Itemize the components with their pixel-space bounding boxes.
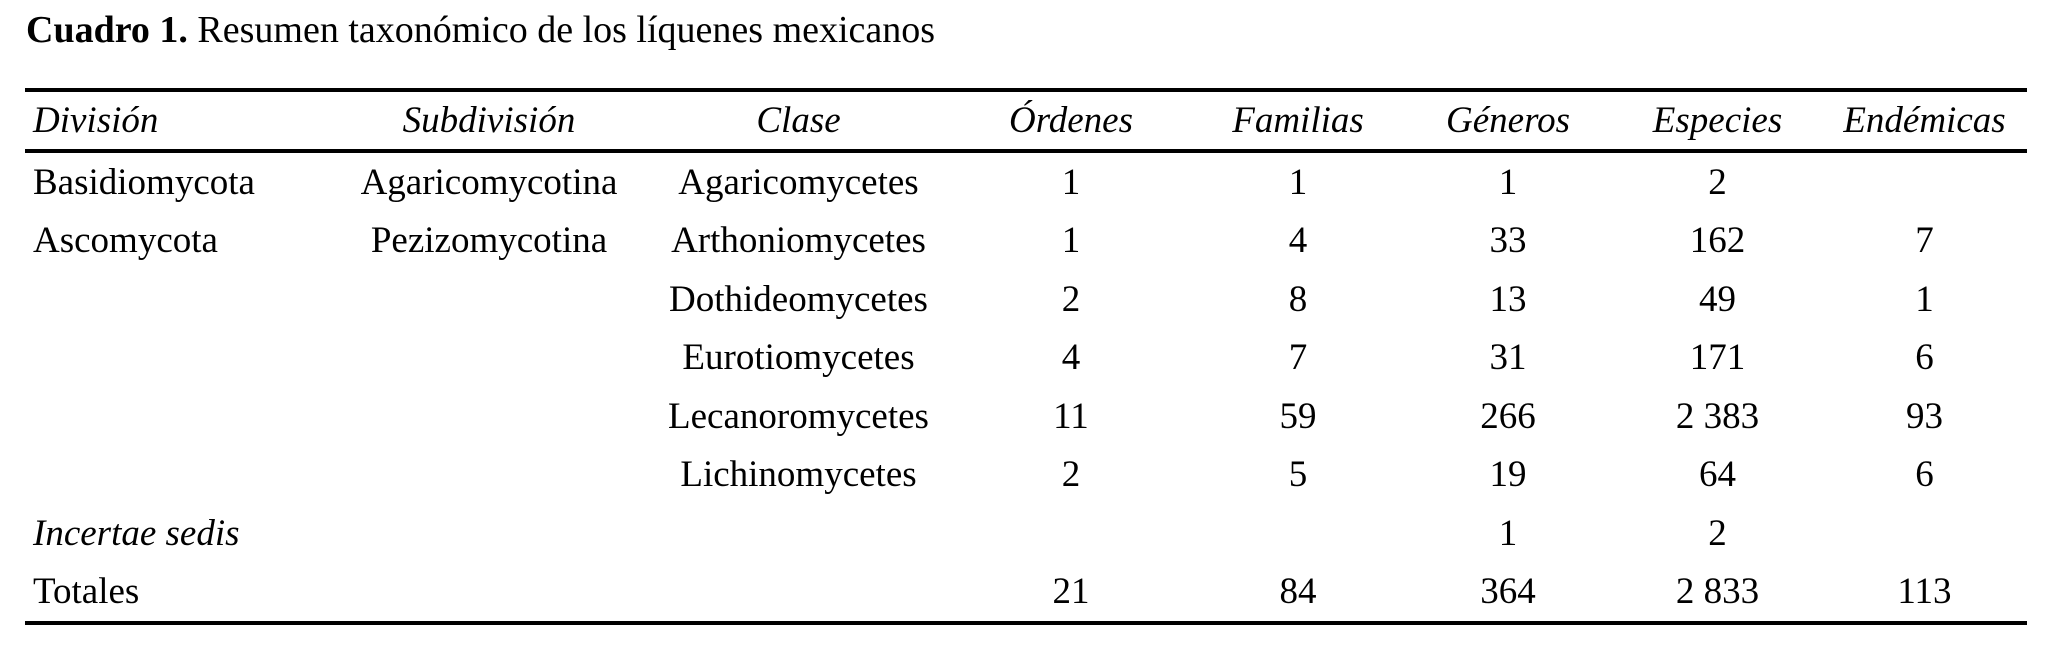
cell-division: Totales [33, 571, 140, 613]
cell-clase: Dothideomycetes [669, 278, 928, 320]
cell-generos: 1 [1498, 512, 1518, 554]
column-header-division: División [33, 100, 159, 141]
cell-familias: 1 [1288, 161, 1308, 203]
table-row: Eurotiomycetes 4 7 31 171 6 [25, 329, 2027, 388]
cell-especies: 162 [1689, 220, 1746, 262]
cell-subdivision [330, 504, 648, 563]
cell-endemicas: 93 [1906, 395, 1943, 437]
cell-especies: 2 [1708, 512, 1727, 554]
table-row: Basidiomycota Agaricomycotina Agaricomyc… [25, 151, 2027, 212]
cell-division: Incertae sedis [33, 512, 240, 554]
cell-clase [648, 563, 949, 624]
cell-division [25, 446, 330, 505]
cell-generos: 1 [1498, 161, 1518, 203]
cell-subdivision [330, 329, 648, 388]
table-row: Dothideomycetes 2 8 13 49 1 [25, 270, 2027, 329]
cell-clase: Arthoniomycetes [671, 220, 926, 262]
cell-endemicas: 7 [1915, 220, 1934, 262]
cell-division: Basidiomycota [33, 161, 255, 203]
column-header-subdivision: Subdivisión [402, 100, 576, 141]
cell-especies: 2 383 [1675, 395, 1760, 437]
column-header-especies: Especies [1652, 100, 1783, 141]
cell-ordenes: 4 [1061, 337, 1081, 379]
column-header-familias: Familias [1232, 100, 1364, 141]
table-caption: Cuadro 1. Resumen taxonómico de los líqu… [26, 8, 935, 54]
cell-ordenes [949, 504, 1193, 563]
cell-familias: 7 [1288, 337, 1308, 379]
table-row: Incertae sedis 1 2 [25, 504, 2027, 563]
cell-endemicas [1822, 504, 2027, 563]
column-header-generos: Géneros [1446, 100, 1570, 141]
cell-subdivision [330, 270, 648, 329]
cell-generos: 364 [1480, 571, 1536, 613]
cell-clase: Lichinomycetes [680, 454, 917, 496]
cell-subdivision: Pezizomycotina [370, 220, 608, 262]
header-row: División Subdivisión Clase Órdenes Famil… [25, 90, 2027, 151]
cell-generos: 19 [1489, 454, 1527, 496]
cell-generos: 13 [1489, 278, 1527, 320]
table-header: División Subdivisión Clase Órdenes Famil… [25, 90, 2027, 151]
cell-generos: 33 [1489, 220, 1527, 262]
cell-generos: 266 [1480, 395, 1536, 437]
caption-label: Cuadro 1. [26, 9, 188, 51]
cell-division: Ascomycota [33, 220, 218, 262]
cell-endemicas: 113 [1897, 571, 1952, 613]
cell-ordenes: 1 [1061, 220, 1081, 262]
cell-clase: Eurotiomycetes [682, 337, 915, 379]
cell-familias: 84 [1279, 571, 1317, 613]
table-body: Basidiomycota Agaricomycotina Agaricomyc… [25, 151, 2027, 623]
table-row: Lichinomycetes 2 5 19 64 6 [25, 446, 2027, 505]
cell-generos: 31 [1489, 337, 1527, 379]
cell-clase: Agaricomycetes [678, 161, 919, 203]
cell-division [25, 270, 330, 329]
table-row-totals: Totales 21 84 364 2 833 113 [25, 563, 2027, 624]
cell-clase: Lecanoromycetes [668, 395, 929, 437]
cell-subdivision [330, 387, 648, 446]
cell-familias: 4 [1288, 220, 1308, 262]
cell-familias: 5 [1288, 454, 1308, 496]
cell-endemicas: 6 [1915, 454, 1934, 496]
cell-familias: 59 [1279, 395, 1317, 437]
table-row: Ascomycota Pezizomycotina Arthoniomycete… [25, 212, 2027, 271]
cell-especies: 64 [1699, 454, 1736, 496]
cell-familias: 8 [1288, 278, 1308, 320]
column-header-ordenes: Órdenes [1009, 100, 1133, 141]
cell-especies: 2 833 [1675, 571, 1760, 613]
cell-division [25, 329, 330, 388]
cell-endemicas [1822, 151, 2027, 212]
cell-especies: 49 [1699, 278, 1736, 320]
cell-ordenes: 2 [1061, 278, 1081, 320]
cell-ordenes: 1 [1061, 161, 1081, 203]
caption-text: Resumen taxonómico de los líquenes mexic… [187, 9, 936, 51]
cell-subdivision [330, 563, 648, 624]
column-header-endemicas: Endémicas [1843, 100, 2006, 141]
cell-familias [1193, 504, 1403, 563]
cell-subdivision: Agaricomycotina [360, 161, 618, 203]
cell-division [25, 387, 330, 446]
cell-endemicas: 1 [1915, 278, 1934, 320]
cell-ordenes: 2 [1061, 454, 1081, 496]
cell-especies: 171 [1689, 337, 1746, 379]
taxonomy-summary-table: División Subdivisión Clase Órdenes Famil… [25, 88, 2027, 625]
cell-ordenes: 21 [1052, 571, 1090, 613]
cell-subdivision [330, 446, 648, 505]
table-row: Lecanoromycetes 11 59 266 2 383 93 [25, 387, 2027, 446]
cell-ordenes: 11 [1053, 395, 1089, 437]
column-header-clase: Clase [756, 100, 841, 141]
cell-clase [648, 504, 949, 563]
cell-especies: 2 [1708, 161, 1727, 203]
cell-endemicas: 6 [1915, 337, 1934, 379]
